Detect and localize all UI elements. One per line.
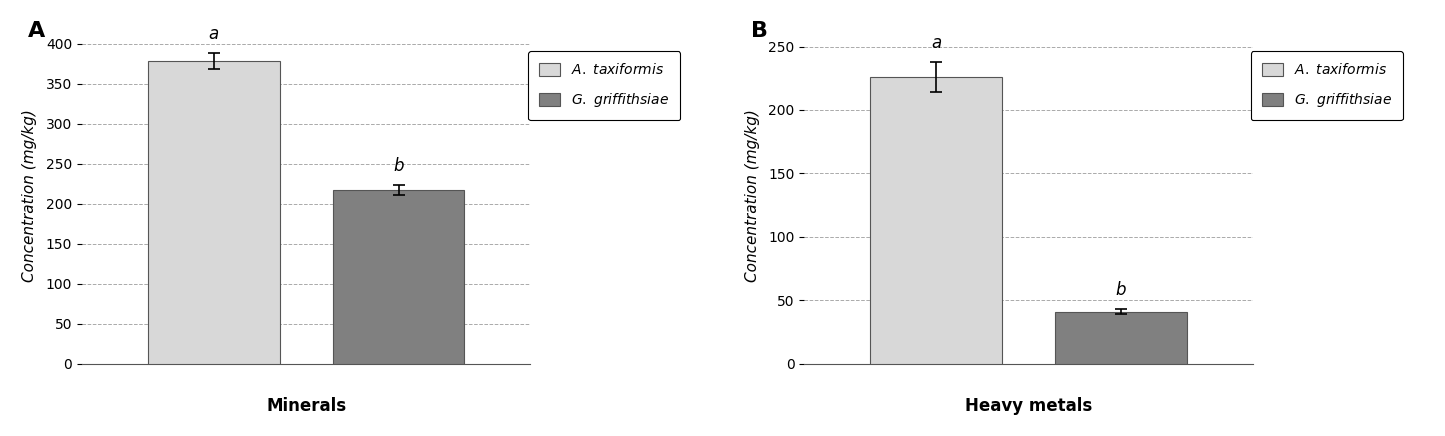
Bar <box>1055 312 1186 364</box>
Legend: $\it{A.\ taxiformis}$, $\it{G.\ griffithsiae}$: $\it{A.\ taxiformis}$, $\it{G.\ griffith… <box>529 51 681 120</box>
Bar <box>870 77 1003 364</box>
X-axis label: Minerals: Minerals <box>266 397 347 415</box>
Text: a: a <box>931 34 942 52</box>
Text: B: B <box>750 21 767 41</box>
Bar <box>147 61 280 364</box>
Text: a: a <box>208 25 220 43</box>
Legend: $\it{A.\ taxiformis}$, $\it{G.\ griffithsiae}$: $\it{A.\ taxiformis}$, $\it{G.\ griffith… <box>1251 51 1403 120</box>
Y-axis label: Concentration (mg/kg): Concentration (mg/kg) <box>746 109 760 282</box>
Text: b: b <box>1116 281 1126 299</box>
Text: A: A <box>27 21 45 41</box>
Y-axis label: Concentration (mg/kg): Concentration (mg/kg) <box>23 109 38 282</box>
X-axis label: Heavy metals: Heavy metals <box>965 397 1092 415</box>
Bar <box>332 190 464 364</box>
Text: b: b <box>393 157 403 175</box>
